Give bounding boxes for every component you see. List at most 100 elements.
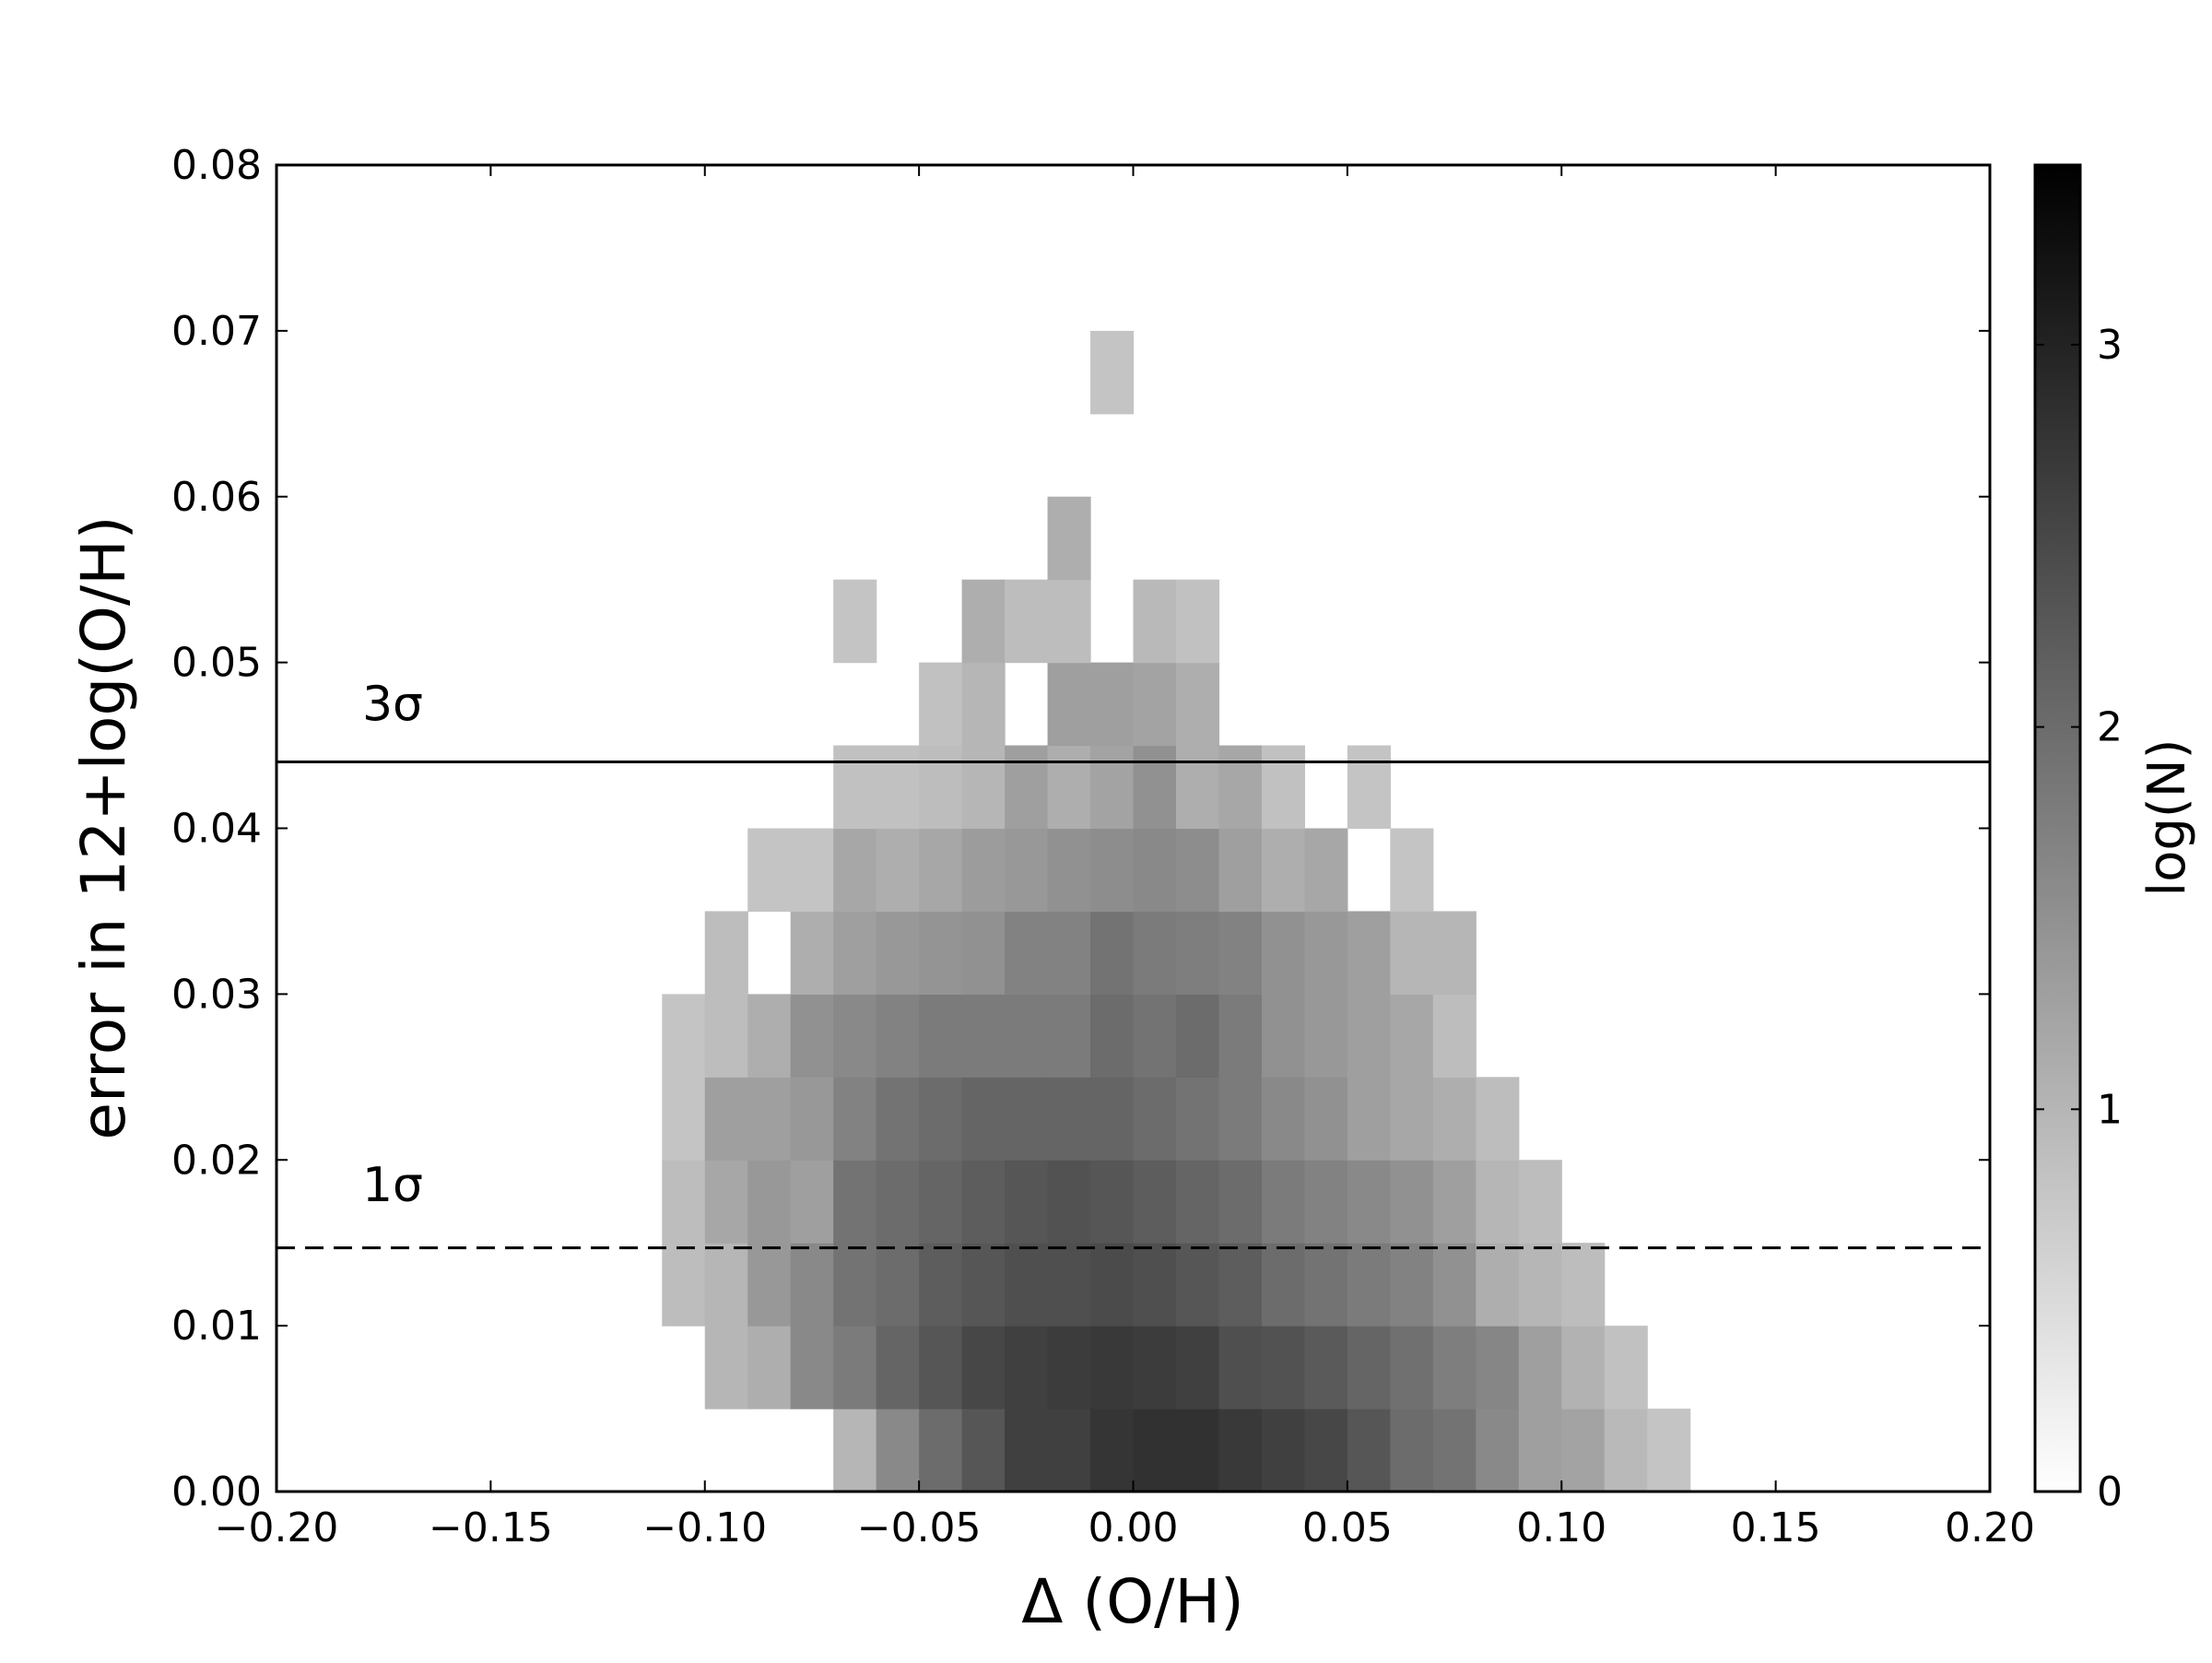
heatmap-cell <box>1261 745 1305 830</box>
colorbar-tick-label: 1 <box>2097 1086 2123 1133</box>
heatmap-cell <box>833 911 877 995</box>
colorbar-tick-label: 2 <box>2097 704 2123 751</box>
heatmap-cell <box>876 745 920 830</box>
heatmap-cell <box>1005 911 1049 995</box>
heatmap-cell <box>1261 1409 1305 1492</box>
heatmap-cell <box>1090 828 1135 913</box>
heatmap-cell <box>1261 1243 1305 1327</box>
heatmap-cell <box>1347 1243 1391 1327</box>
y-tick-label: 0.02 <box>171 1137 262 1184</box>
heatmap-cell <box>1047 1160 1091 1244</box>
y-tick-label: 0.00 <box>171 1468 262 1516</box>
x-tick-label: −0.10 <box>642 1504 767 1551</box>
y-tick-label: 0.04 <box>171 806 262 853</box>
heatmap-cell <box>1175 1160 1220 1244</box>
threshold-label: 3σ <box>362 678 423 733</box>
heatmap-cell <box>1432 1326 1477 1409</box>
heatmap-cell <box>1175 662 1220 747</box>
heatmap-cell <box>1047 911 1091 995</box>
heatmap-cell <box>1218 1409 1263 1492</box>
colorbar <box>2033 163 2082 1493</box>
heatmap-cell <box>1005 579 1049 664</box>
heatmap-cell <box>1218 1077 1263 1161</box>
heatmap-cell <box>1647 1409 1691 1492</box>
heatmap-cell <box>1133 828 1177 913</box>
heatmap-cell <box>747 1326 792 1409</box>
heatmap-cell <box>961 662 1006 747</box>
heatmap-cell <box>961 828 1006 913</box>
y-tick-label: 0.05 <box>171 640 262 687</box>
heatmap-cell <box>1175 1077 1220 1161</box>
heatmap-cell <box>1561 1243 1606 1327</box>
heatmap-cell <box>790 1243 834 1327</box>
x-tick-label: −0.15 <box>429 1504 553 1551</box>
heatmap-cell <box>876 911 920 995</box>
heatmap-cell <box>1476 1160 1520 1244</box>
heatmap-cell <box>1390 1077 1434 1161</box>
heatmap-cell <box>833 1160 877 1244</box>
heatmap-cell <box>790 1077 834 1161</box>
heatmap-cell <box>1261 1326 1305 1409</box>
y-tick-label: 0.01 <box>171 1303 262 1350</box>
heatmap-cell <box>876 1077 920 1161</box>
heatmap-cell <box>1090 1326 1135 1409</box>
heatmap-cell <box>876 1409 920 1492</box>
heatmap-cell <box>1218 828 1263 913</box>
heatmap-cell <box>1476 1326 1520 1409</box>
y-tick-label: 0.08 <box>171 142 262 189</box>
heatmap-cell <box>1304 1409 1348 1492</box>
heatmap-cell <box>704 1243 748 1327</box>
heatmap-cell <box>1347 1326 1391 1409</box>
heatmap-cell <box>790 1326 834 1409</box>
heatmap-cell <box>876 828 920 913</box>
heatmap-cell <box>833 994 877 1078</box>
heatmap-cell <box>919 662 963 747</box>
x-tick-label: 0.05 <box>1302 1504 1393 1551</box>
heatmap-cell <box>747 1160 792 1244</box>
heatmap-cell <box>1047 828 1091 913</box>
heatmap-cell <box>833 1077 877 1161</box>
heatmap-cell <box>1261 828 1305 913</box>
heatmap-cell <box>833 1409 877 1492</box>
heatmap-cell <box>1304 911 1348 995</box>
heatmap-cell <box>961 1160 1006 1244</box>
heatmap-cell <box>790 911 834 995</box>
heatmap-cell <box>1390 911 1434 995</box>
heatmap-cell <box>1476 1077 1520 1161</box>
heatmap-cell <box>919 1243 963 1327</box>
heatmap-cell <box>1304 1243 1348 1327</box>
heatmap-cell <box>704 911 748 995</box>
heatmap-cell <box>1090 994 1135 1078</box>
heatmap-cell <box>1047 496 1091 581</box>
heatmap-cell <box>1432 1243 1477 1327</box>
heatmap-cell <box>1304 828 1348 913</box>
x-tick-label: 0.00 <box>1088 1504 1179 1551</box>
heatmap-cell <box>833 745 877 830</box>
heatmap-cell <box>1390 828 1434 913</box>
heatmap-cell <box>1005 828 1049 913</box>
heatmap-cell <box>1261 1160 1305 1244</box>
heatmap-cell <box>1432 1409 1477 1492</box>
x-tick-label: 0.10 <box>1516 1504 1606 1551</box>
heatmap-cell <box>876 1160 920 1244</box>
heatmap-cell <box>1133 1243 1177 1327</box>
heatmap-cell <box>1005 1077 1049 1161</box>
heatmap-cell <box>1090 330 1135 415</box>
heatmap-cell <box>1133 994 1177 1078</box>
y-tick-label: 0.06 <box>171 474 262 521</box>
x-tick-label: −0.05 <box>857 1504 982 1551</box>
heatmap-cell <box>1261 994 1305 1078</box>
heatmap-cell <box>747 994 792 1078</box>
x-tick-label: 0.15 <box>1731 1504 1821 1551</box>
colorbar-tick-label: 3 <box>2097 322 2123 369</box>
heatmap-cell <box>961 1243 1006 1327</box>
heatmap-cell <box>961 745 1006 830</box>
heatmap-cell <box>919 1160 963 1244</box>
heatmap-cell <box>1390 1409 1434 1492</box>
heatmap-cell <box>1218 745 1263 830</box>
heatmap-cell <box>1047 994 1091 1078</box>
heatmap-cell <box>961 994 1006 1078</box>
heatmap-cell <box>1090 1077 1135 1161</box>
heatmap-cell <box>1390 994 1434 1078</box>
